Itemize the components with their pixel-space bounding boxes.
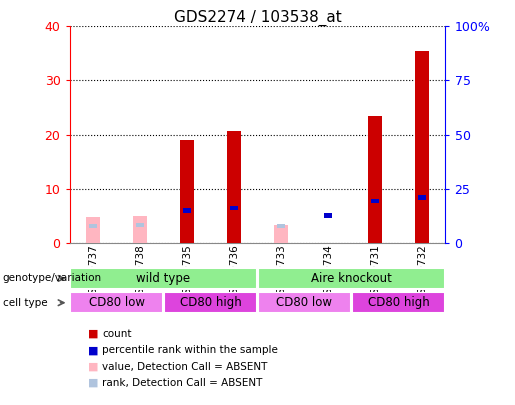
Text: cell type: cell type (3, 298, 47, 308)
Text: ■: ■ (88, 345, 98, 355)
Bar (278, 224, 284, 228)
Bar (259, 292, 351, 313)
Text: count: count (102, 329, 131, 339)
Text: ■: ■ (88, 329, 98, 339)
Bar (136, 223, 144, 227)
Text: CD80 high: CD80 high (180, 296, 242, 309)
Bar (227, 131, 241, 243)
Bar (419, 195, 425, 200)
Bar (70, 243, 445, 405)
Text: percentile rank within the sample: percentile rank within the sample (102, 345, 278, 355)
Bar (71, 268, 256, 289)
Text: GDS2274 / 103538_at: GDS2274 / 103538_at (174, 10, 341, 26)
Bar (133, 216, 147, 243)
Text: Aire knockout: Aire knockout (311, 272, 392, 285)
Bar (371, 198, 379, 203)
Text: ■: ■ (88, 378, 98, 388)
Text: rank, Detection Call = ABSENT: rank, Detection Call = ABSENT (102, 378, 262, 388)
Bar (259, 268, 444, 289)
Bar (368, 116, 382, 243)
Text: genotype/variation: genotype/variation (3, 273, 101, 283)
Bar (231, 206, 237, 211)
Bar (86, 217, 100, 243)
Bar (274, 225, 288, 243)
Bar (180, 140, 194, 243)
Bar (71, 292, 163, 313)
Text: CD80 low: CD80 low (277, 296, 333, 309)
Text: CD80 low: CD80 low (89, 296, 145, 309)
Bar (415, 51, 429, 243)
Bar (164, 292, 256, 313)
Text: CD80 high: CD80 high (368, 296, 430, 309)
Bar (324, 213, 332, 217)
Text: ■: ■ (88, 362, 98, 371)
Bar (183, 208, 191, 213)
Bar (352, 292, 444, 313)
Bar (90, 224, 96, 228)
Text: value, Detection Call = ABSENT: value, Detection Call = ABSENT (102, 362, 267, 371)
Text: wild type: wild type (136, 272, 191, 285)
